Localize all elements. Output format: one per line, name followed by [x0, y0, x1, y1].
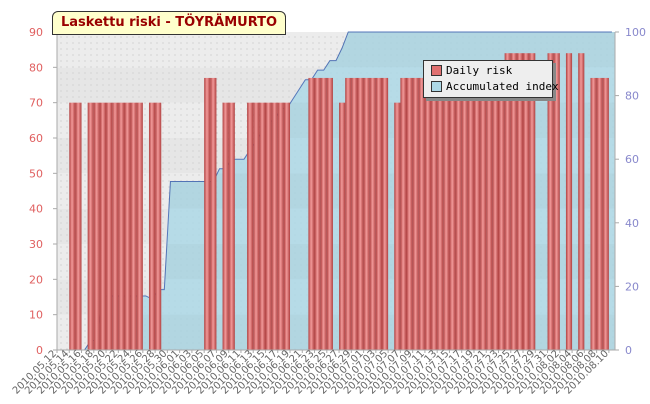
bar-daily-risk: [363, 77, 370, 350]
y-tick-label-right: 40: [625, 217, 639, 230]
y-tick-label-left: 0: [36, 344, 43, 357]
bar-daily-risk: [492, 77, 499, 350]
bar-daily-risk: [381, 77, 389, 350]
bar-daily-risk: [486, 77, 493, 350]
bar-daily-risk: [314, 77, 321, 350]
bar-daily-risk: [424, 77, 432, 350]
bar-daily-risk: [375, 77, 382, 350]
bar-daily-risk: [565, 53, 573, 350]
bar-daily-risk: [320, 77, 327, 350]
bar-daily-risk: [443, 77, 450, 350]
bar-daily-risk: [118, 102, 125, 351]
bar-daily-risk: [265, 102, 272, 351]
y-tick-label-right: 0: [625, 344, 632, 357]
bar-daily-risk: [400, 77, 407, 350]
bar-daily-risk: [271, 102, 278, 351]
bar-daily-risk: [516, 53, 524, 350]
bar-daily-risk: [437, 77, 444, 350]
legend: Daily risk Accumulated index: [423, 60, 559, 98]
bar-daily-risk: [112, 102, 119, 351]
legend-label-daily-risk: Daily risk: [446, 64, 513, 77]
bar-daily-risk: [547, 53, 554, 350]
bar-daily-risk: [412, 77, 419, 350]
bar-daily-risk: [480, 77, 487, 350]
y-tick-label-left: 50: [29, 167, 43, 180]
bar-daily-risk: [596, 77, 603, 350]
bar-daily-risk: [124, 102, 131, 351]
bar-daily-risk: [345, 77, 352, 350]
y-tick-label-right: 60: [625, 153, 639, 166]
chart-title: Laskettu riski - TÖYRÄMURTO: [52, 11, 287, 35]
bar-daily-risk: [228, 102, 235, 351]
bar-daily-risk: [510, 53, 517, 350]
y-tick-label-right: 80: [625, 90, 639, 103]
y-tick-label-left: 80: [29, 61, 43, 74]
bar-daily-risk: [339, 102, 346, 351]
bar-daily-risk: [455, 77, 462, 350]
bar-daily-risk: [222, 102, 229, 351]
bar-daily-risk: [602, 77, 609, 350]
legend-item-accumulated-index: Accumulated index: [431, 80, 559, 94]
bar-daily-risk: [523, 53, 530, 350]
bar-daily-risk: [449, 77, 456, 350]
y-tick-label-left: 90: [29, 26, 43, 39]
bar-daily-risk: [529, 53, 536, 350]
bar-daily-risk: [418, 77, 425, 350]
bar-daily-risk: [247, 102, 254, 351]
bar-daily-risk: [553, 53, 560, 350]
bar-daily-risk: [277, 102, 284, 351]
bar-daily-risk: [136, 102, 143, 351]
y-tick-label-left: 10: [29, 309, 43, 322]
y-tick-label-left: 20: [29, 273, 43, 286]
y-tick-label-left: 30: [29, 238, 43, 251]
bar-daily-risk: [148, 102, 156, 351]
y-tick-label-left: 70: [29, 97, 43, 110]
bar-daily-risk: [406, 77, 413, 350]
legend-item-daily-risk: Daily risk: [431, 64, 512, 78]
bar-daily-risk: [394, 102, 401, 351]
bar-daily-risk: [155, 102, 162, 351]
bar-daily-risk: [253, 102, 260, 351]
bar-daily-risk: [93, 102, 100, 351]
bar-daily-risk: [283, 102, 291, 351]
y-tick-label-left: 40: [29, 203, 43, 216]
bar-daily-risk: [369, 77, 376, 350]
bar-daily-risk: [75, 102, 82, 351]
legend-label-accumulated-index: Accumulated index: [446, 80, 559, 93]
bar-daily-risk: [69, 102, 76, 351]
bar-daily-risk: [210, 77, 217, 350]
bar-daily-risk: [308, 77, 315, 350]
bar-daily-risk: [461, 77, 468, 350]
y-tick-label-left: 60: [29, 132, 43, 145]
bar-daily-risk: [473, 77, 481, 350]
bar-daily-risk: [204, 77, 211, 350]
bar-daily-risk: [259, 102, 266, 351]
y-tick-label-right: 20: [625, 280, 639, 293]
bar-daily-risk: [130, 102, 137, 351]
bar-daily-risk: [578, 53, 585, 350]
bar-daily-risk: [498, 77, 505, 350]
bar-daily-risk: [431, 77, 438, 350]
bar-daily-risk: [87, 102, 94, 351]
bar-daily-risk: [504, 53, 511, 350]
bar-daily-risk: [357, 77, 364, 350]
legend-swatch-daily-risk: [431, 64, 442, 76]
bar-daily-risk: [99, 102, 107, 351]
bar-daily-risk: [590, 77, 597, 350]
y-tick-label-right: 100: [625, 26, 646, 39]
bar-daily-risk: [106, 102, 113, 351]
bar-daily-risk: [326, 77, 333, 350]
bar-daily-risk: [351, 77, 358, 350]
legend-swatch-accumulated-index: [431, 80, 442, 92]
bar-daily-risk: [467, 77, 474, 350]
